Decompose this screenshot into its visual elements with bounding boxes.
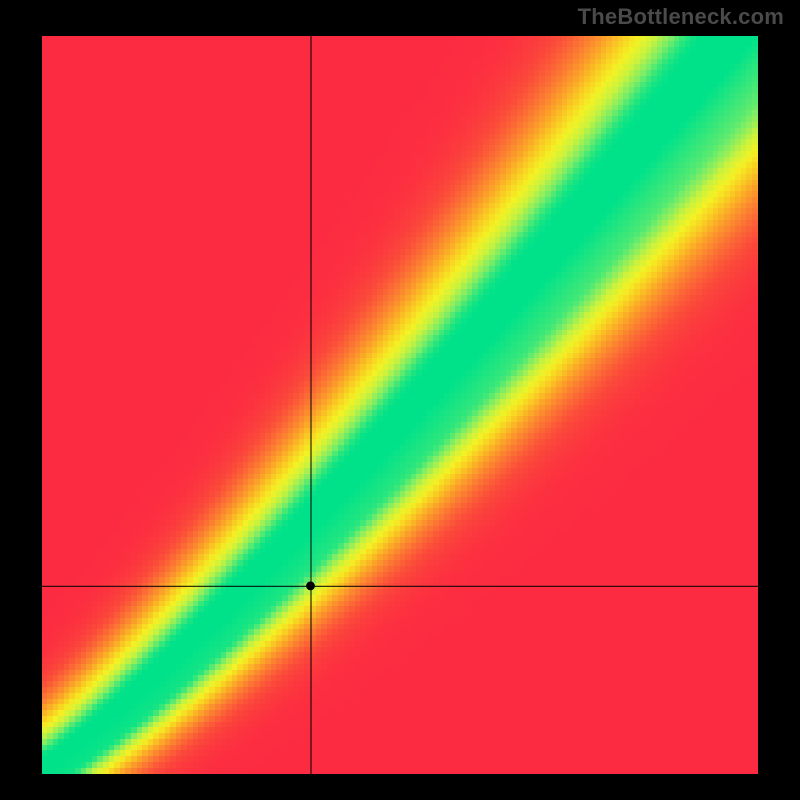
plot-area [42, 36, 758, 774]
figure-frame: TheBottleneck.com [0, 0, 800, 800]
bottleneck-heatmap [42, 36, 758, 774]
watermark-text: TheBottleneck.com [578, 4, 784, 30]
